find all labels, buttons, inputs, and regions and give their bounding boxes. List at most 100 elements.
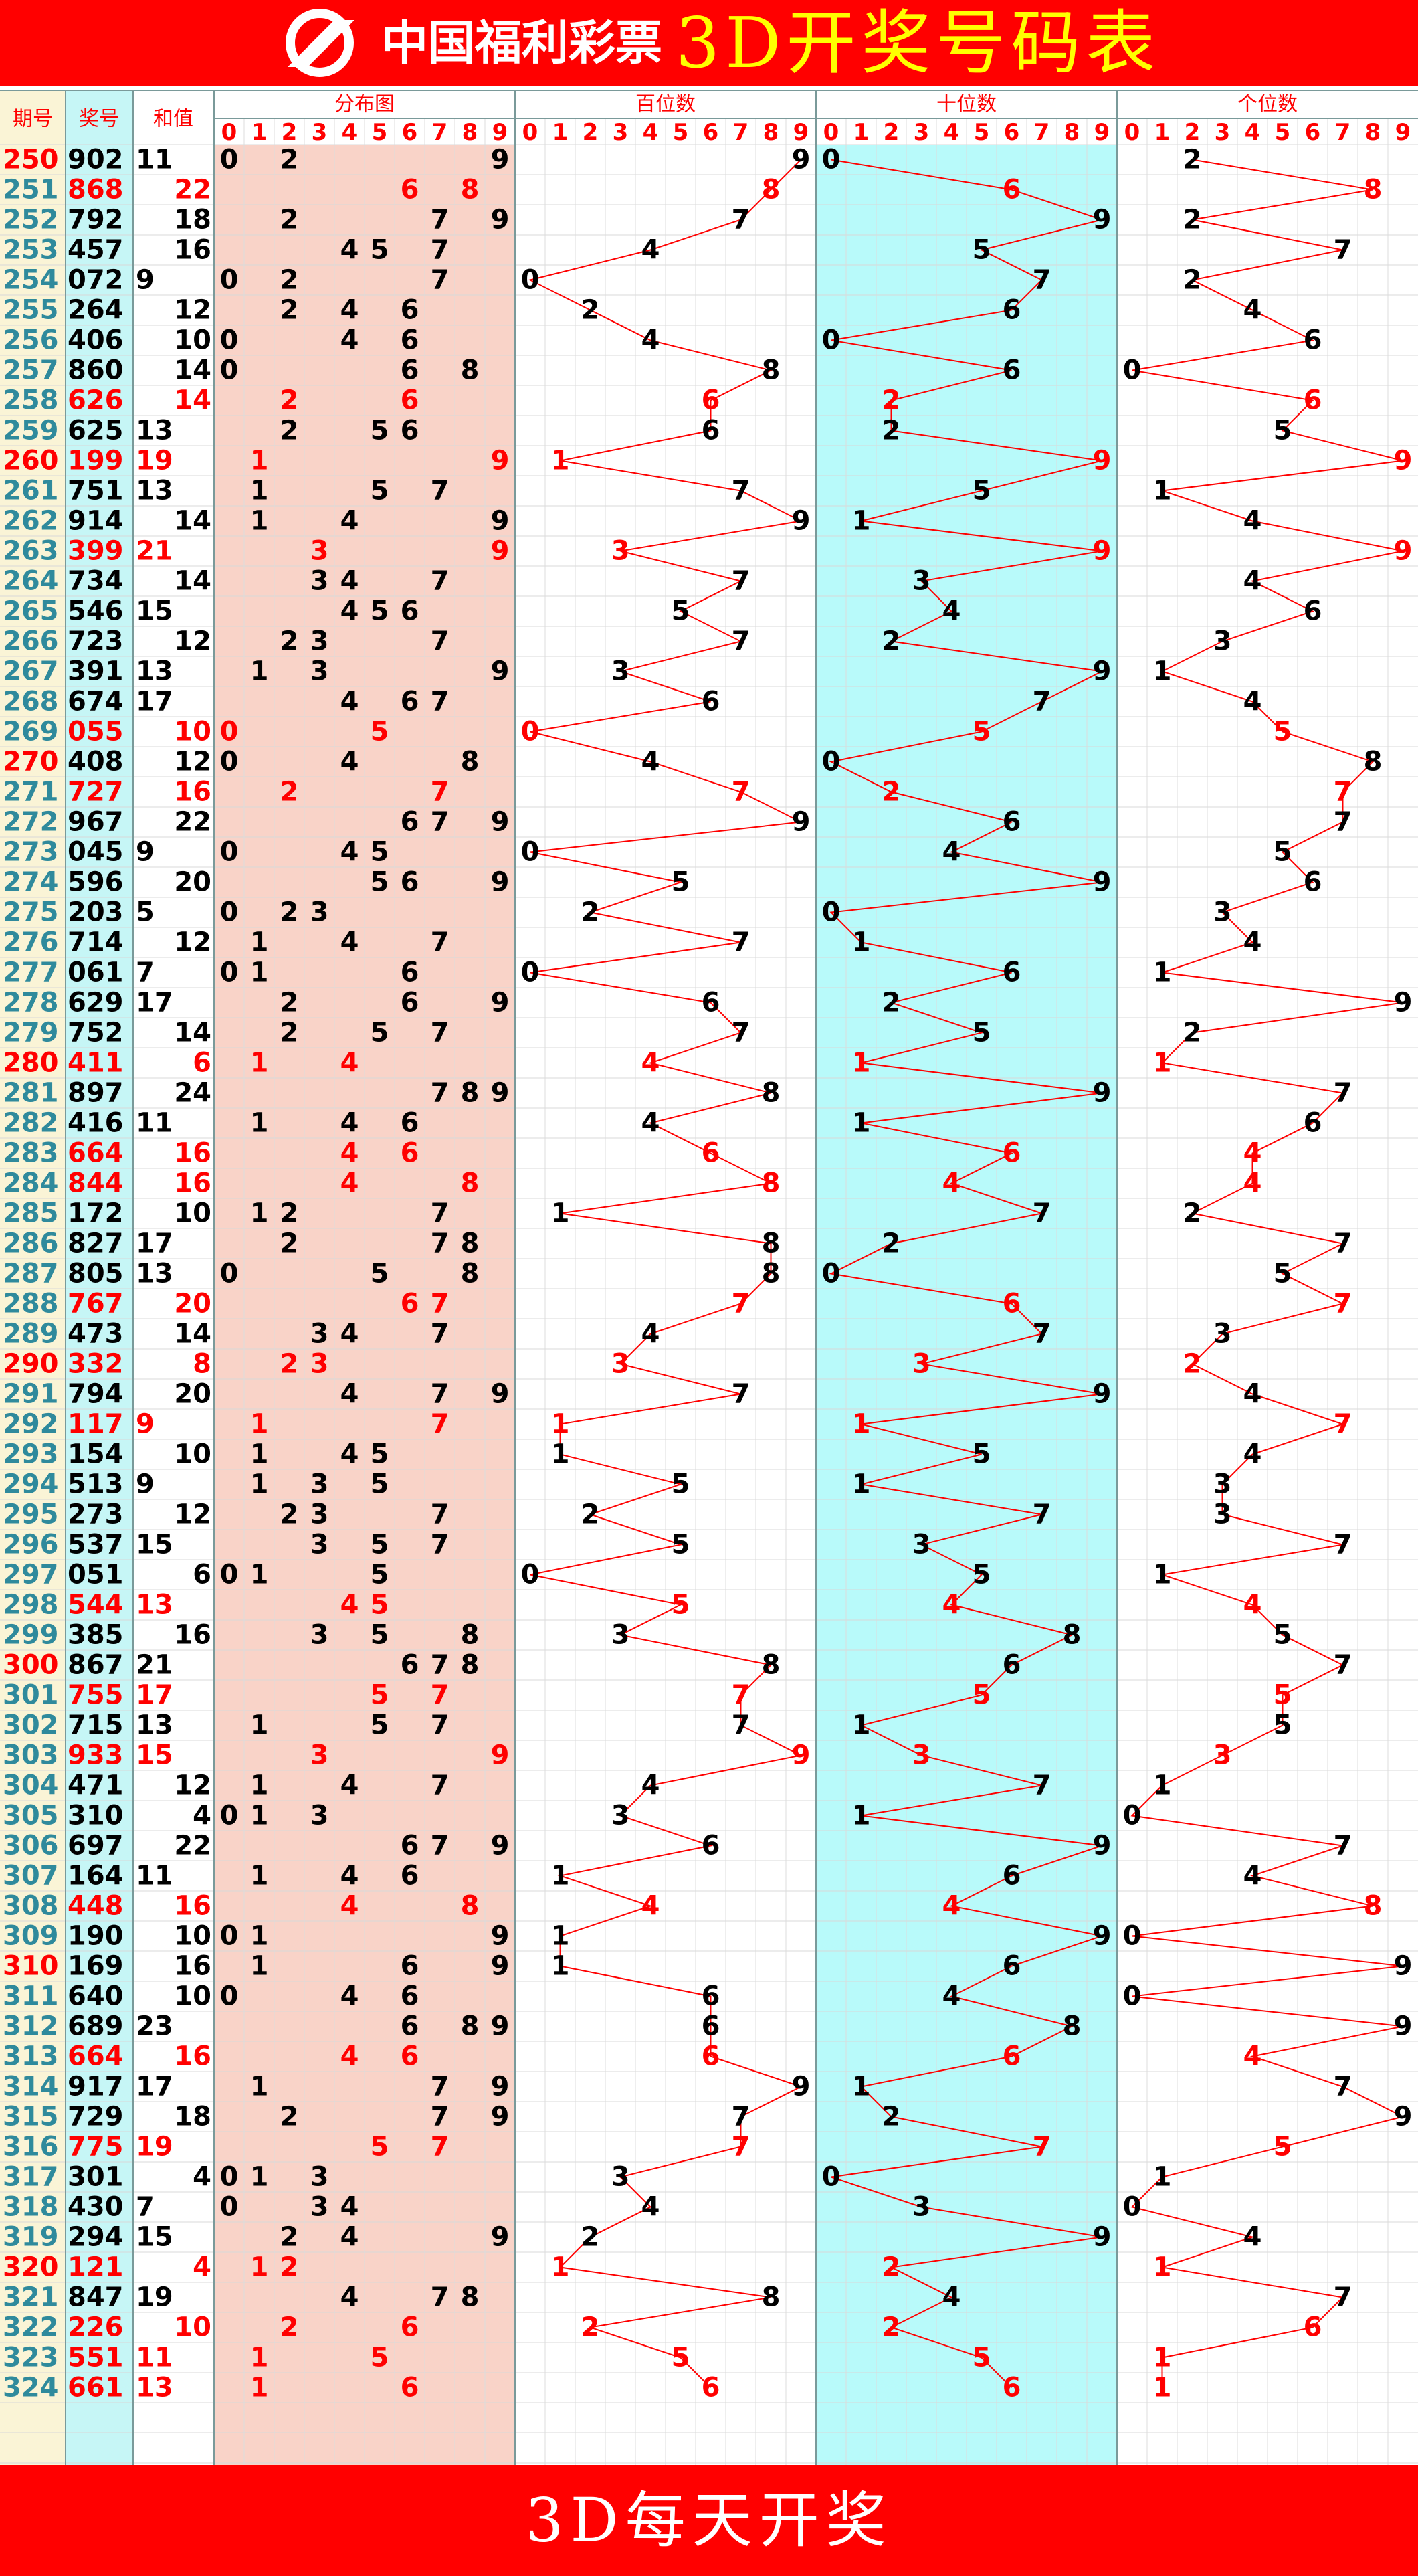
distribution-digit: 9 [491,988,510,1018]
draw-number: 714 [68,927,124,958]
issue-number: 312 [3,2011,59,2042]
sum-value: 7 [136,957,155,988]
position-digit: 6 [702,2041,720,2072]
issue-number: 285 [3,1198,59,1229]
distribution-digit: 0 [220,265,239,296]
position-digit: 7 [1033,1770,1051,1801]
position-digit: 5 [973,1680,991,1711]
digit-header: 0 [221,119,237,146]
draw-number: 385 [68,1620,124,1651]
issue-column-bg [0,90,66,2465]
distribution-digit: 1 [250,1560,269,1590]
distribution-digit: 6 [401,2373,419,2403]
position-digit: 6 [1304,596,1322,627]
position-digit: 7 [1334,1831,1352,1861]
position-digit: 5 [973,1439,991,1470]
distribution-digit: 2 [280,777,299,808]
draw-number: 767 [68,1289,124,1319]
position-digit: 8 [1063,2011,1082,2042]
position-digit: 7 [1033,1319,1051,1350]
position-digit: 9 [1093,446,1112,476]
digit-header: 6 [1004,119,1020,146]
distribution-digit: 4 [340,1379,359,1410]
draw-number: 752 [68,1018,124,1048]
distribution-digit: 5 [371,2342,389,2373]
position-digit: 1 [551,1439,570,1470]
issue-number: 322 [3,2312,59,2343]
position-digit: 8 [762,175,781,205]
position-digit: 2 [882,2252,901,2283]
distribution-digit: 1 [250,1710,269,1741]
distribution-digit: 0 [220,325,239,356]
distribution-digit: 0 [220,1801,239,1831]
issue-number: 262 [3,506,59,537]
distribution-digit: 7 [431,265,449,296]
digit-header: 9 [492,119,508,146]
position-digit: 4 [1243,1439,1262,1470]
section-header: 百位数 [635,93,696,116]
draw-number: 055 [68,717,124,747]
position-digit: 7 [1334,1530,1352,1560]
sum-value: 17 [136,2072,173,2102]
draw-number: 169 [68,1951,124,1982]
position-digit: 2 [882,626,901,657]
distribution-digit: 8 [461,747,480,777]
issue-number: 323 [3,2342,59,2373]
issue-number: 307 [3,1861,59,1892]
distribution-digit: 1 [250,1048,269,1079]
position-digit: 6 [1003,1138,1021,1169]
position-digit: 9 [1093,2222,1112,2253]
logo-stroke [288,20,354,67]
distribution-digit: 6 [401,1981,419,2012]
position-digit: 2 [581,897,600,928]
distribution-digit: 3 [310,2162,329,2193]
position-digit: 7 [732,1379,750,1410]
position-digit: 9 [1394,1951,1413,1982]
distribution-digit: 4 [340,1048,359,1079]
position-digit: 3 [912,1349,931,1380]
sum-value: 16 [174,2041,211,2072]
distribution-digit: 1 [250,2162,269,2193]
sum-value: 8 [193,1349,211,1380]
distribution-digit: 7 [431,1289,449,1319]
position-digit: 8 [762,1168,781,1199]
position-digit: 7 [1033,265,1051,296]
digit-header: 1 [251,119,268,146]
distribution-digit: 9 [491,145,510,175]
position-digit: 6 [702,686,720,717]
position-digit: 4 [641,235,660,266]
issue-number: 276 [3,927,59,958]
digit-header: 4 [944,119,960,146]
position-digit: 5 [672,2342,690,2373]
distribution-digit: 4 [340,2041,359,2072]
position-digit: 4 [641,325,660,356]
draw-number: 411 [68,1048,124,1079]
sum-value: 10 [174,1921,211,1952]
draw-number: 755 [68,1680,124,1711]
distribution-digit: 2 [280,2252,299,2283]
distribution-digit: 1 [250,1439,269,1470]
position-digit: 7 [732,1680,750,1711]
draw-number: 967 [68,807,124,838]
distribution-digit: 6 [401,596,419,627]
issue-number: 282 [3,1108,59,1139]
draw-number: 775 [68,2132,124,2163]
distribution-digit: 6 [401,1650,419,1681]
distribution-digit: 1 [250,2252,269,2283]
issue-number: 257 [3,355,59,386]
issue-number: 315 [3,2102,59,2132]
distribution-digit: 5 [371,1710,389,1741]
position-digit: 8 [1364,1891,1383,1922]
distribution-digit: 3 [310,2192,329,2223]
position-digit: 4 [1243,927,1262,958]
draw-number: 391 [68,656,124,687]
position-digit: 9 [1394,988,1413,1018]
issue-number: 298 [3,1590,59,1621]
position-digit: 5 [1274,1680,1292,1711]
sum-value: 13 [136,476,173,507]
distribution-digit: 4 [340,566,359,597]
issue-number: 306 [3,1831,59,1861]
sum-value: 5 [136,897,155,928]
sum-value: 22 [174,807,211,838]
distribution-digit: 9 [491,506,510,537]
